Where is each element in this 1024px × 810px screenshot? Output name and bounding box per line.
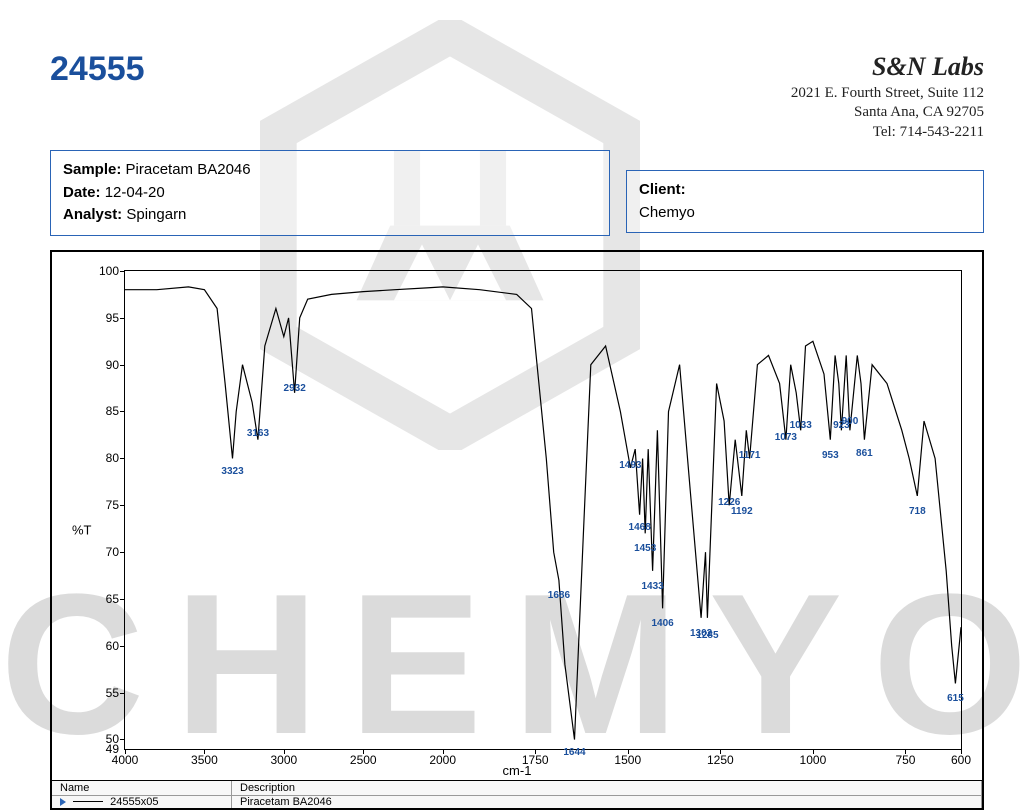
peak-label: 1433 (641, 581, 663, 592)
sample-info-box: Sample: Piracetam BA2046 Date: 12-04-20 … (50, 150, 610, 236)
client-label: Client: (639, 181, 686, 198)
x-axis-label: cm-1 (503, 763, 532, 778)
y-tick: 95 (85, 311, 125, 325)
date-label: Date: (63, 184, 101, 201)
meta-row: Sample: Piracetam BA2046 Date: 12-04-20 … (50, 150, 984, 236)
y-tick: 75 (85, 498, 125, 512)
spectrum-svg (125, 271, 961, 749)
y-tick: 70 (85, 545, 125, 559)
report-page: 24555 S&N Labs 2021 E. Fourth Street, Su… (0, 0, 1024, 810)
report-number: 24555 (50, 50, 145, 89)
peak-label: 1285 (696, 630, 718, 641)
peak-label: 718 (909, 506, 926, 517)
peak-label: 1406 (651, 618, 673, 629)
lab-name: S&N Labs (791, 50, 984, 84)
lab-address-2: Santa Ana, CA 92705 (791, 103, 984, 123)
spectrum-chart: %T 5055606570758085909510049400035003000… (50, 250, 984, 810)
lab-tel-label: Tel: (873, 124, 896, 140)
legend-name-text: 24555x05 (110, 796, 158, 808)
y-tick: 90 (85, 358, 125, 372)
legend-arrow-icon (60, 798, 66, 806)
y-tick: 100 (85, 264, 125, 278)
legend-name-value: 24555x05 (52, 796, 232, 808)
y-tick: 60 (85, 639, 125, 653)
y-tick: 85 (85, 404, 125, 418)
y-tick: 55 (85, 686, 125, 700)
header-row: 24555 S&N Labs 2021 E. Fourth Street, Su… (50, 50, 984, 142)
lab-tel-value: 714-543-2211 (900, 124, 984, 140)
y-tick: 65 (85, 592, 125, 606)
peak-label: 1033 (790, 420, 812, 431)
date-value: 12-04-20 (105, 184, 165, 201)
legend-table: Name Description 24555x05 Piracetam BA20… (52, 780, 982, 808)
lab-address-block: S&N Labs 2021 E. Fourth Street, Suite 11… (791, 50, 984, 142)
y-tick: 80 (85, 451, 125, 465)
client-info-box: Client: Chemyo (626, 170, 984, 233)
peak-label: 3163 (247, 428, 269, 439)
lab-address-1: 2021 E. Fourth Street, Suite 112 (791, 84, 984, 104)
peak-label: 615 (947, 693, 964, 704)
peak-label: 1686 (548, 590, 570, 601)
peak-label: 1453 (634, 543, 656, 554)
sample-label: Sample: (63, 161, 121, 178)
peak-label: 1468 (629, 522, 651, 533)
legend-desc-value: Piracetam BA2046 (232, 796, 982, 808)
sample-value: Piracetam BA2046 (126, 161, 251, 178)
peak-label: 2932 (284, 383, 306, 394)
peak-label: 1644 (563, 747, 585, 758)
client-value: Chemyo (639, 202, 971, 225)
peak-label: 953 (822, 450, 839, 461)
analyst-label: Analyst: (63, 206, 122, 223)
peak-label: 1192 (731, 506, 753, 517)
peak-label: 3323 (221, 466, 243, 477)
plot-area: 5055606570758085909510049400035003000250… (124, 270, 962, 750)
peak-label: 1493 (619, 460, 641, 471)
peak-label: 1073 (775, 432, 797, 443)
peak-label: 861 (856, 448, 873, 459)
peak-label: 900 (842, 416, 859, 427)
analyst-value: Spingarn (126, 206, 186, 223)
lab-tel: Tel: 714-543-2211 (791, 123, 984, 143)
peak-label: 1171 (739, 450, 761, 461)
y-axis-label: %T (72, 522, 92, 537)
